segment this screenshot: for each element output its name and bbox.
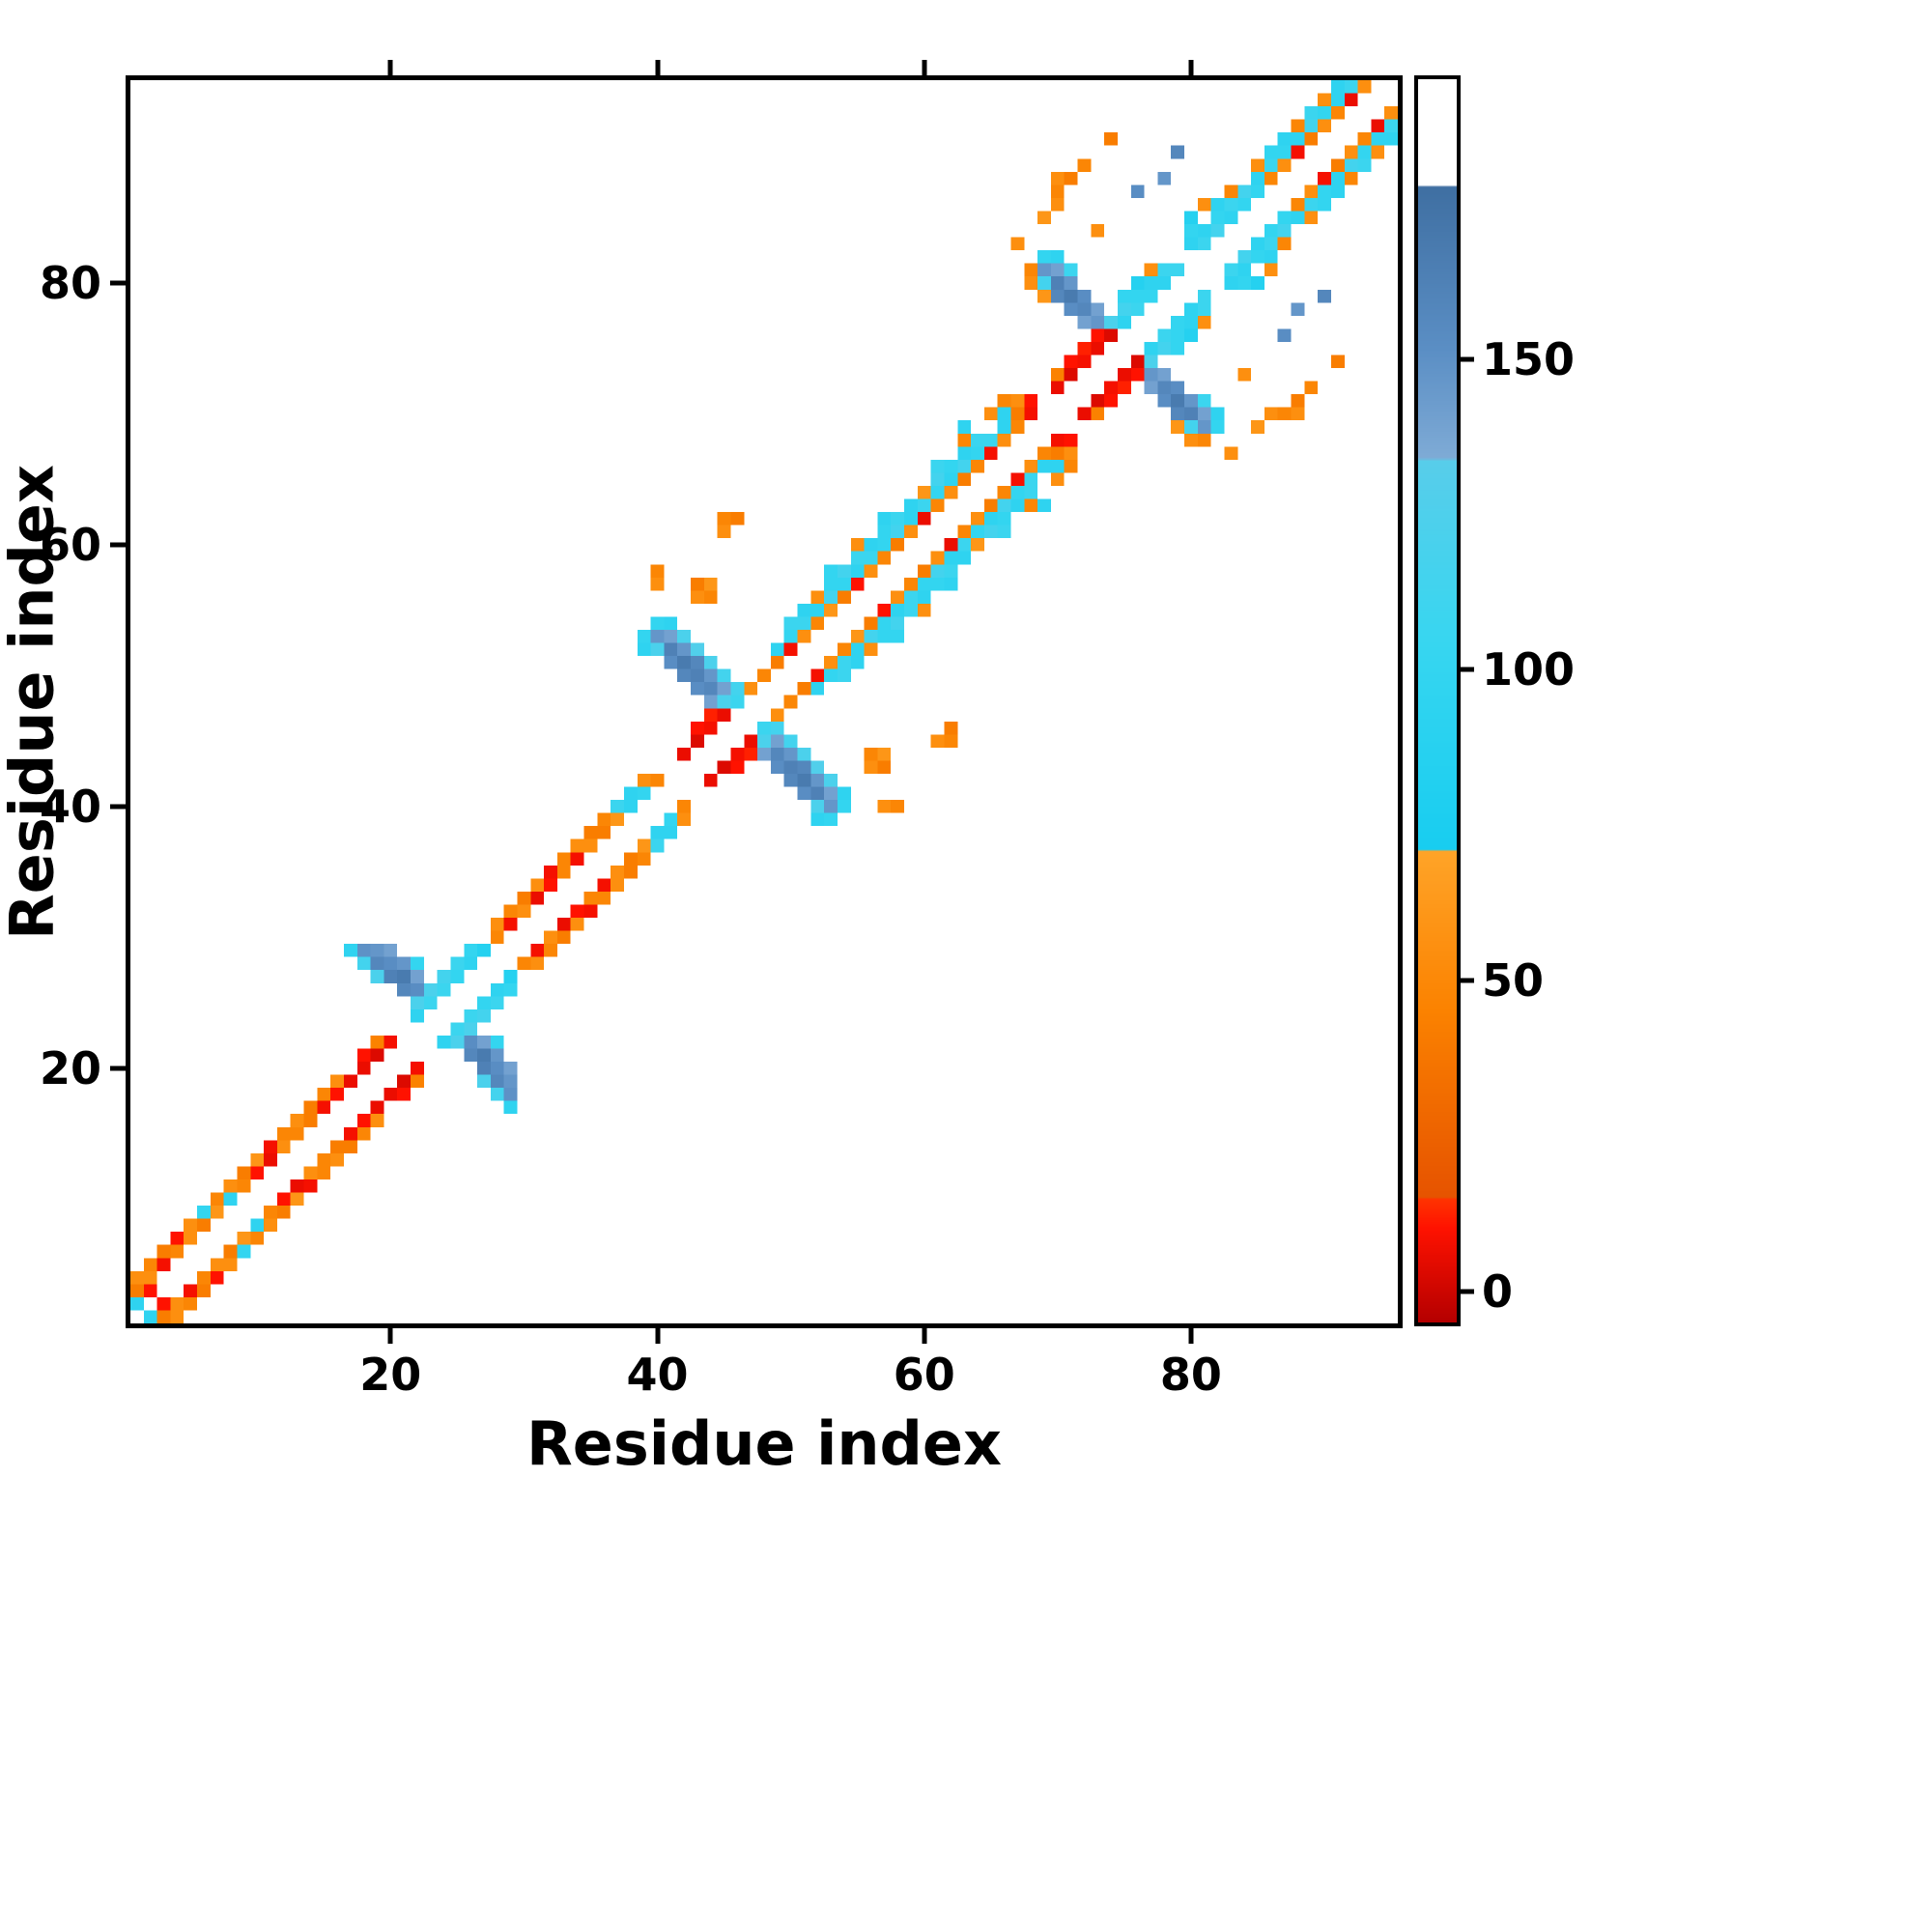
x-tick-label: 60	[893, 1349, 955, 1401]
x-axis-label: Residue index	[526, 1408, 1002, 1479]
colorbar-tick-label: 0	[1482, 1264, 1514, 1318]
y-axis-tick	[110, 280, 126, 286]
y-axis-tick	[110, 542, 126, 548]
x-axis-tick-bottom	[922, 1328, 927, 1344]
colorbar-canvas	[1418, 79, 1457, 1322]
y-tick-label: 40	[39, 780, 101, 833]
x-axis-tick-bottom	[387, 1328, 393, 1344]
y-axis-tick	[110, 1065, 126, 1071]
x-axis-tick-top	[922, 60, 927, 75]
x-tick-label: 40	[626, 1349, 689, 1401]
x-axis-tick-bottom	[1188, 1328, 1194, 1344]
x-axis-tick-bottom	[655, 1328, 661, 1344]
x-axis-tick-top	[1188, 60, 1194, 75]
colorbar-tick	[1461, 356, 1474, 362]
y-tick-label: 80	[39, 256, 101, 309]
y-tick-label: 60	[39, 518, 101, 571]
colorbar-tick	[1461, 1289, 1474, 1294]
x-axis-tick-top	[387, 60, 393, 75]
contact-map-canvas	[130, 80, 1398, 1323]
y-tick-label: 20	[39, 1041, 101, 1094]
colorbar-tick-label: 150	[1482, 332, 1576, 385]
colorbar: 0 50 100 150	[1414, 75, 1575, 1326]
colorbar-tick-label: 50	[1482, 954, 1545, 1008]
colorbar-tick	[1461, 978, 1474, 983]
y-axis-tick	[110, 804, 126, 810]
x-tick-label: 80	[1159, 1349, 1222, 1401]
plot-area: Residue index Residue index 20 40 60 80 20 40…	[0, 60, 1403, 1479]
colorbar-tick	[1461, 667, 1474, 672]
x-tick-label: 20	[359, 1349, 422, 1401]
x-axis-tick-top	[655, 60, 661, 75]
colorbar-tick-label: 100	[1482, 643, 1576, 696]
